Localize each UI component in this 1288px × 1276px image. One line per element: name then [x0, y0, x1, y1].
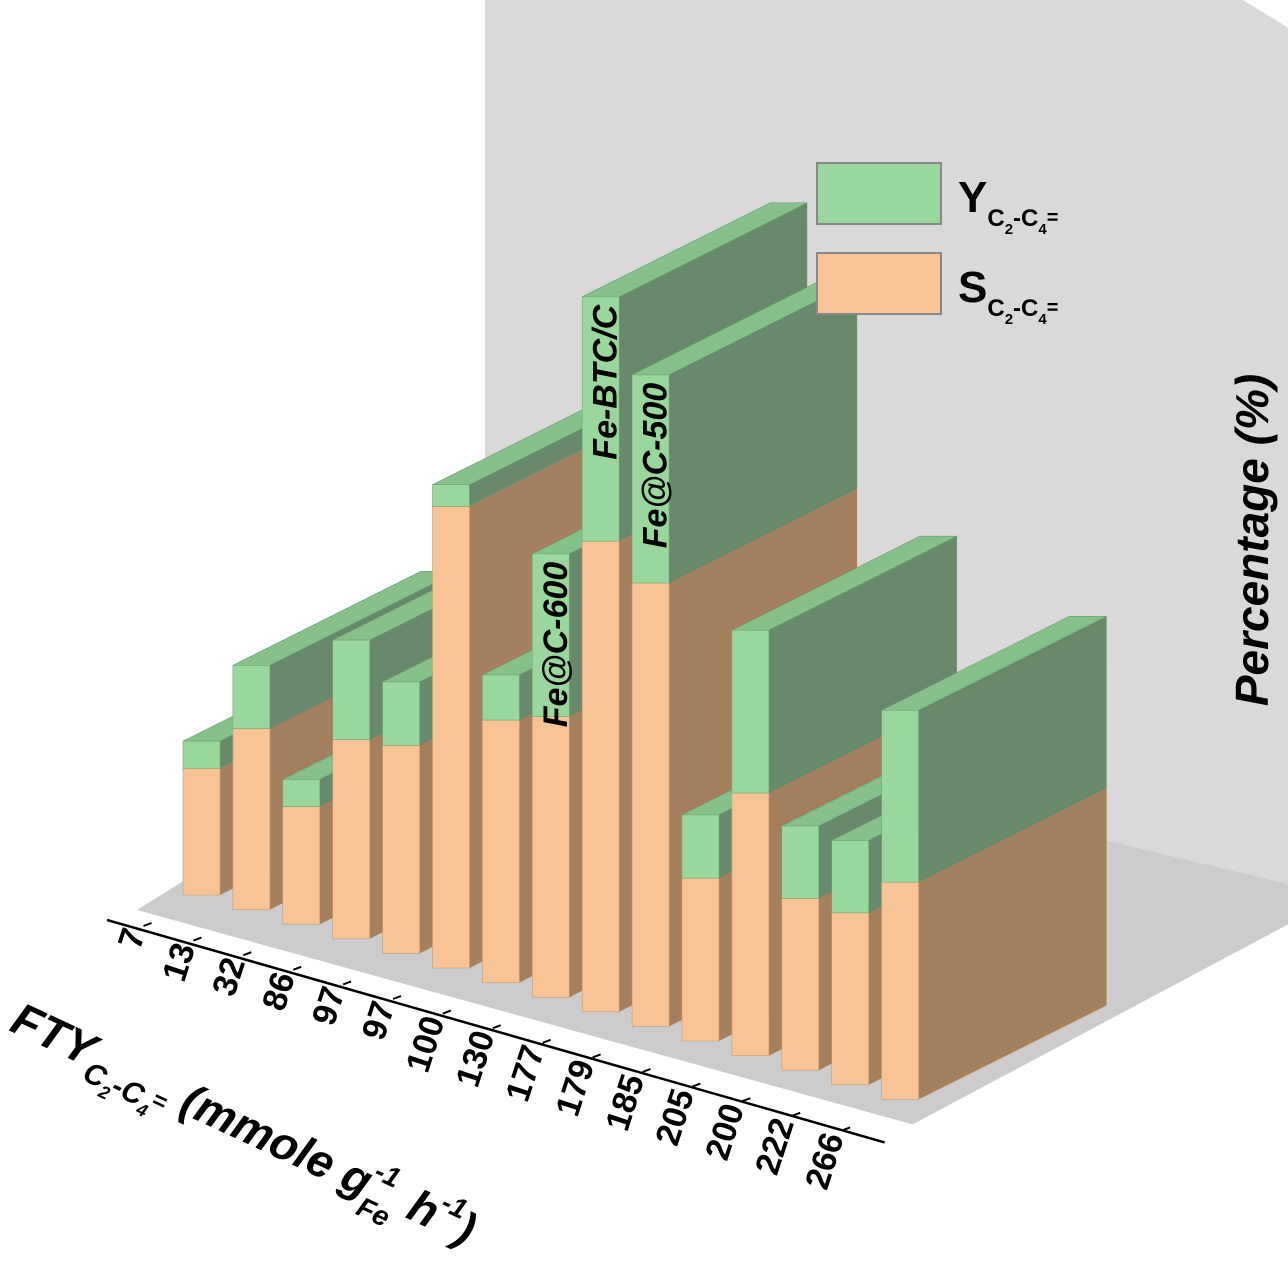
bar-side-y: [768, 536, 957, 794]
bar-side-y: [669, 280, 858, 583]
legend-swatch-y: [816, 162, 942, 225]
bar-front-s: [232, 728, 271, 910]
x-tick-label: 100: [399, 1011, 453, 1077]
bar-front-y: [731, 629, 770, 794]
bar-front-s: [581, 540, 620, 1013]
x-tick-label: 200: [698, 1099, 752, 1165]
bar-front-y: [332, 639, 371, 741]
x-axis-tick: [741, 1097, 751, 1103]
x-tick-label: 266: [798, 1128, 852, 1194]
bar-front-y: [631, 374, 670, 584]
chart-bars: Fe@C-600 Fe-BTC/C Fe@C-500: [182, 202, 1107, 1100]
bar-front-s: [482, 719, 520, 983]
x-axis-tick: [392, 995, 402, 1000]
legend-label-s: SC2-C4=: [958, 263, 1058, 328]
bar-front-s: [282, 806, 321, 925]
x-tick-label: 185: [598, 1070, 652, 1136]
x-tick-label: 130: [449, 1026, 503, 1092]
x-axis-tick: [791, 1111, 801, 1117]
bar-front-s: [531, 716, 570, 998]
x-tick-label: 177: [499, 1041, 553, 1107]
legend-swatch-s: [816, 252, 942, 315]
x-axis-tick: [642, 1068, 651, 1073]
bar-front-s: [382, 744, 420, 954]
bar-front-s: [831, 912, 870, 1086]
x-axis-tick: [841, 1126, 851, 1132]
bar-front-y: [831, 840, 870, 914]
x-tick-label: 222: [748, 1114, 802, 1180]
bar-front-y: [282, 779, 321, 807]
bar-annotation: Fe@C-500: [637, 383, 675, 549]
x-axis-tick: [193, 936, 202, 942]
bar-front-y: [182, 740, 221, 769]
x-axis-tick: [342, 980, 352, 986]
bar-side-s: [918, 788, 1107, 1100]
bar-front-y: [881, 709, 919, 883]
x-tick-label: 97: [355, 997, 403, 1045]
bar-front-y: [432, 484, 470, 507]
bar-front-s: [182, 767, 221, 896]
bar-front-y: [531, 553, 570, 718]
bar-side-y: [918, 616, 1107, 883]
bar-front-y: [681, 814, 720, 879]
legend-label-y: YC2-C4=: [958, 173, 1058, 238]
bar-front-s: [332, 739, 371, 940]
bar-front-y: [482, 674, 520, 721]
bar-front-s: [781, 897, 820, 1071]
y-axis-title: Percentage (%): [1226, 374, 1278, 706]
bar-annotation: Fe-BTC/C: [587, 304, 625, 459]
x-tick-label: 205: [648, 1084, 702, 1150]
x-axis-line: [106, 918, 885, 1144]
bar-annotation: Fe@C-600: [537, 562, 575, 728]
bar-front-y: [581, 296, 620, 542]
x-tick-label: 179: [549, 1055, 603, 1121]
bar-front-y: [781, 825, 820, 899]
bar-front-y: [232, 664, 271, 729]
x-axis-tick: [143, 922, 152, 927]
bar-front-s: [731, 792, 770, 1056]
bar-front-s: [631, 582, 670, 1027]
x-axis-tick: [492, 1024, 502, 1030]
bar-front-s: [881, 881, 919, 1100]
chart-legend: YC2-C4= SC2-C4=: [816, 162, 1058, 328]
bar-front-s: [681, 877, 720, 1042]
bar-266: [881, 615, 1107, 1100]
x-axis-tick: [542, 1038, 552, 1044]
x-axis-tick: [442, 1009, 452, 1015]
x-axis-tick: [592, 1053, 601, 1059]
bar-front-y: [382, 681, 420, 746]
x-axis-tick: [242, 951, 252, 957]
x-axis-tick: [692, 1082, 701, 1088]
bar-front-s: [432, 506, 470, 969]
x-axis-tick: [292, 965, 302, 971]
